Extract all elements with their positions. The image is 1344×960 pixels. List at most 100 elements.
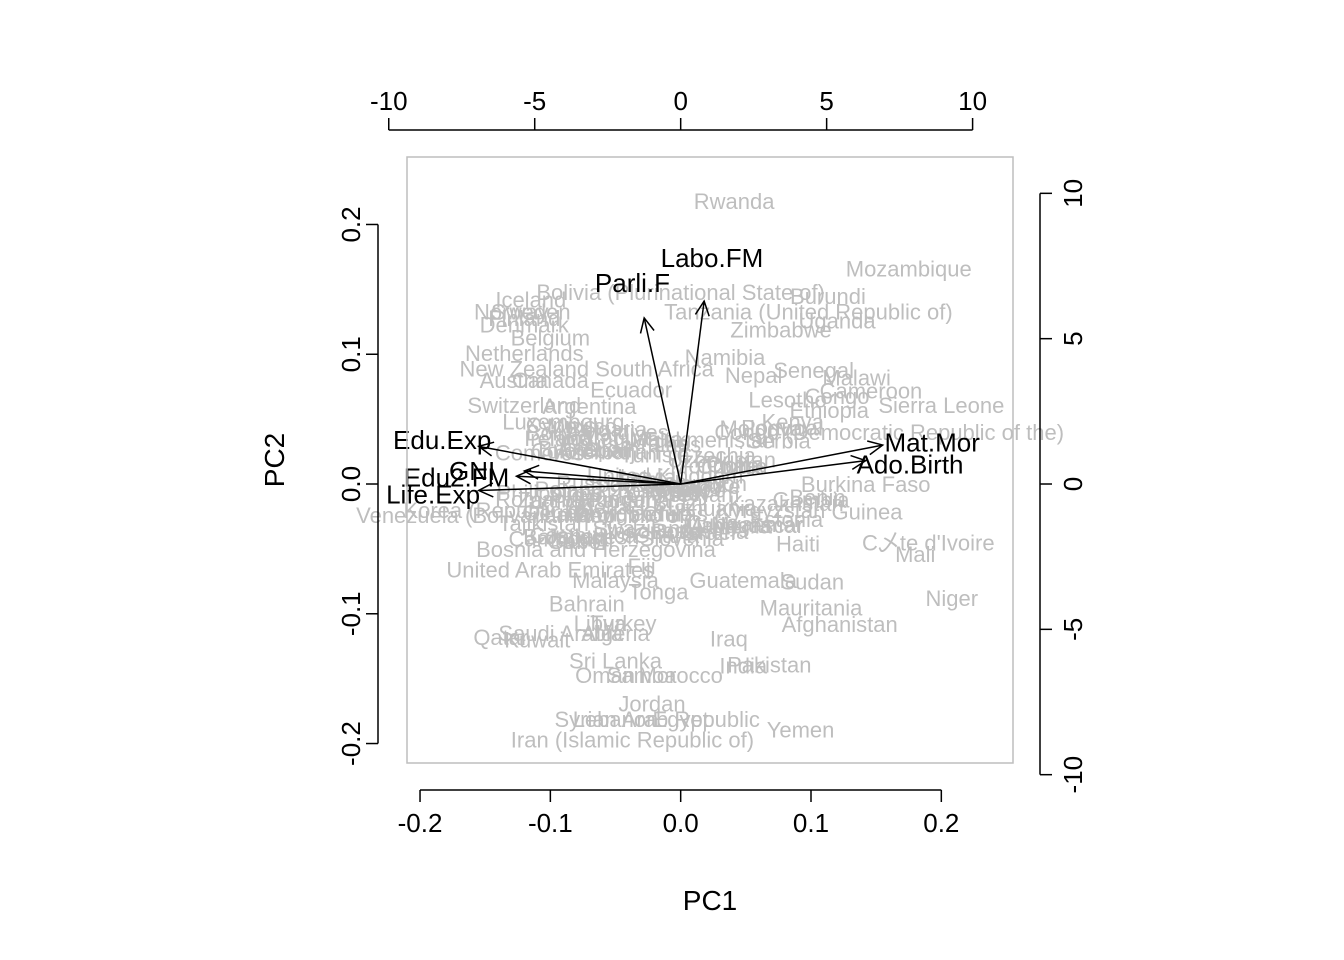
observation-label: Swaziland [592,516,692,541]
observation-label: Samoa [607,663,677,688]
observation-label: Liberia [564,494,631,519]
observation-label: Iceland [495,288,566,313]
observation-label: Norway [474,299,549,324]
observation-label: United Arab Emirates [446,558,654,583]
observation-label: Bosnia and Herzegovina [476,537,716,562]
observation-label: Benin [789,485,845,510]
loading-arrowhead [850,454,868,470]
observation-label: Senegal [773,358,854,383]
observation-label: Tonga [629,580,690,605]
loading-arrow [680,459,866,485]
axes: -0.2 -0.1 0.0 0.1 0.2 -0.2 -0.1 0.0 0.1 0.2 -10 -5 0… [336,86,1088,838]
observation-label: Morocco [638,663,722,688]
loading-label: Labo.FM [661,243,764,273]
observation-label: Portugal [741,416,823,441]
right-tick-label: -5 [1058,618,1088,641]
observation-label: Costa Rica [529,523,637,548]
observation-label: Tajikistan [498,511,588,536]
observation-label: Uganda [799,309,877,334]
observation-label: Spain [583,438,639,463]
observation-label: Togo [586,472,634,497]
observation-label: Italy [671,481,711,506]
observation-label: Kyrgyzstan [717,498,826,523]
loading-arrow [524,470,681,485]
observation-label: Brunei [538,436,602,461]
top-tick-label: -10 [370,86,408,116]
observation-label: Czechia [676,443,756,468]
observation-label: Mali [895,542,935,567]
loading-arrowhead [514,469,532,485]
observation-label: Netherlands [465,341,584,366]
observation-label: Viet Nam [649,482,739,507]
observation-label: Korea (Republic of) [403,498,593,523]
x-tick-label: -0.1 [528,808,573,838]
observation-label: Estonia [750,507,824,532]
observation-label: Germany [522,500,612,525]
observation-label: Japan [546,524,606,549]
observation-label: Serbia [747,428,811,453]
observation-label: Sierra Leone [878,393,1004,418]
observation-label: Yemen [767,717,835,742]
observation-label: Libya [574,611,627,636]
observation-label: Jordan [618,691,685,716]
observation-label: Kazakhstan [729,491,844,516]
observation-label: Switzerland [467,393,581,418]
observation-label: Venezuela (Bolivarian Republic of) [356,503,692,528]
observation-label: Guinea [832,499,904,524]
observation-label: Pakistan [727,652,811,677]
observation-label: Peru [630,502,676,527]
observation-label: New Zealand [459,357,589,382]
y-tick-label: -0.1 [336,591,366,636]
loading-arrow [516,475,681,485]
observation-label: Armenia [690,513,773,538]
plot-frame [406,156,1014,764]
loading-arrow [478,483,681,492]
loading-arrow [680,444,883,485]
loading-arrowhead [639,316,655,334]
observation-label: Ghana [633,523,700,548]
observation-label: Malawi [822,366,890,391]
right-tick-label: 5 [1058,331,1088,345]
loading-arrow [643,317,682,485]
observation-label: Burundi [790,284,866,309]
observation-label: Indonesia [607,518,703,543]
observation-label: Ukraine [614,431,690,456]
observation-label: Burkina Faso [801,472,931,497]
y-tick-label: 0.1 [336,336,366,372]
loading-arrow [679,300,705,485]
observation-label: Tanzania (United Republic of) [664,299,953,324]
loading-label: Mat.Mor [885,427,981,457]
y-tick-label: 0.0 [336,466,366,502]
observation-label: Canada [512,368,590,393]
observation-label: Bahrain [549,591,625,616]
observation-label: Rwanda [694,189,775,214]
observation-label: Austria [480,368,549,393]
observation-label: Bhutan [562,432,632,457]
observation-label: India [719,654,767,679]
observation-label: Cambodia [509,526,610,551]
observation-label: Bolivia [526,421,592,446]
observation-label: Israel [682,520,736,545]
loading-label: Edu2.FM [404,463,510,493]
observation-label: Iraq [710,626,748,651]
observation-label: Zimbabwe [730,318,831,343]
observation-label: Finland [488,306,560,331]
observation-label: Haiti [776,532,820,557]
observation-label: Comoros [495,441,584,466]
observation-label: Turkmenistan [643,427,775,452]
observation-label: Moldova [719,416,803,441]
y-tick-label: -0.2 [336,721,366,766]
observation-label: Sudan [780,569,844,594]
x-tick-label: 0.0 [663,808,699,838]
observation-label: Thailand [531,503,615,528]
loading-arrowhead [694,299,710,317]
observation-label: Nepal [725,363,782,388]
observation-label: C乄te d'Ivoire [862,530,995,555]
observation-label: Madagascar [683,513,804,538]
x-tick-label: -0.2 [398,808,443,838]
observation-label: Laos [653,432,701,457]
observation-label: Sweden [491,299,571,324]
loading-label: Edu.Exp [393,425,491,455]
